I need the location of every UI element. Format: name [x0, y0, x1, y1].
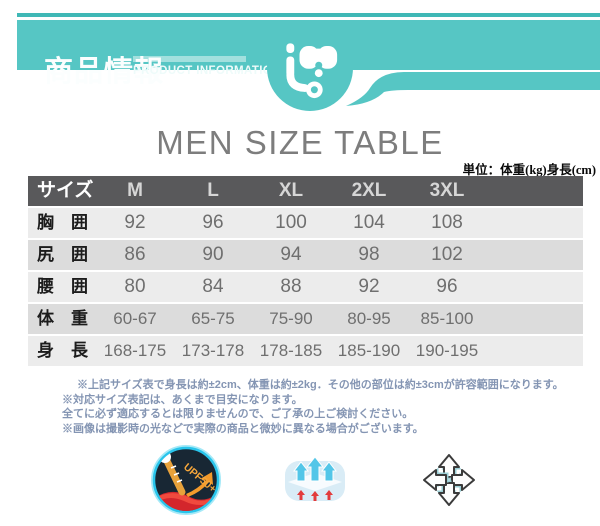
row-label: 腰 囲 [37, 277, 88, 297]
col-header-xl: XL [278, 180, 304, 201]
cell-value: 92 [358, 276, 380, 297]
table-row-chest: 胸 囲 92 96 100 104 108 [28, 208, 583, 238]
cell-value: 80-95 [347, 309, 391, 328]
cell-value: 178-185 [259, 341, 323, 360]
header-subtitle-bar [133, 56, 246, 62]
col-header-l: L [207, 180, 219, 201]
row-label: 体 重 [37, 309, 88, 329]
unit-note: 単位：体重(kg)身長(cm) [462, 163, 596, 177]
upf50-protection-icon: UPF50+ [151, 445, 221, 515]
cell-value: 90 [202, 244, 224, 265]
cell-value: 98 [358, 244, 380, 265]
table-row-height: 身 長 168-175 173-178 178-185 185-190 190-… [28, 336, 583, 366]
row-label: 胸 囲 [37, 213, 88, 233]
cell-value: 108 [431, 212, 463, 233]
header-title: 商品情報 [44, 56, 165, 88]
table-row-hip: 尻 囲 86 90 94 98 102 [28, 240, 583, 270]
table-row-weight: 体 重 60-67 65-75 75-90 80-95 85-100 [28, 304, 583, 334]
header-subtitle: PRODUCT INFORMATION [133, 65, 281, 77]
note-line: ※上記サイズ表で身長は約±2cm、体重は約±2kg．その他の部位は約±3cmが許… [77, 379, 564, 391]
row-label: 身 長 [37, 341, 88, 361]
size-table-header-row: サイズ M L XL 2XL 3XL [28, 176, 583, 206]
note-line: ※対応サイズ表記は、あくまで目安になります。 [62, 393, 303, 406]
header-accent-line [17, 13, 600, 17]
cell-value: 100 [275, 212, 307, 233]
col-header-size: サイズ [37, 180, 94, 201]
cell-value: 102 [431, 244, 463, 265]
cell-value: 80 [124, 276, 146, 297]
cell-value: 86 [124, 244, 146, 265]
cell-value: 75-90 [269, 309, 313, 328]
row-label: 尻 囲 [37, 245, 88, 265]
four-way-stretch-icon [423, 454, 475, 506]
snorkel-mask-icon [286, 43, 338, 99]
cell-value: 96 [202, 212, 224, 233]
cell-value: 190-195 [415, 341, 479, 360]
cell-value: 88 [280, 276, 302, 297]
section-title: MEN SIZE TABLE [156, 124, 444, 161]
cell-value: 104 [353, 212, 385, 233]
size-notes: ※上記サイズ表で身長は約±2cm、体重は約±2kg．その他の部位は約±3cmが許… [62, 378, 592, 436]
cell-value: 84 [202, 276, 224, 297]
cell-value: 173-178 [181, 341, 245, 360]
col-header-m: M [127, 180, 143, 201]
note-line: ※画像は撮影時の光などで実際の商品と微妙に異なる場合がございます。 [62, 422, 424, 435]
table-row-waist: 腰 囲 80 84 88 92 96 [28, 272, 583, 302]
cell-value: 168-175 [103, 341, 167, 360]
note-line: 全てに必ず適応するとは限りませんので、ご了承の上ご検討ください。 [62, 408, 414, 420]
cell-value: 94 [280, 244, 302, 265]
header-ribbon-swoosh [346, 72, 600, 106]
cell-value: 185-190 [337, 341, 401, 360]
cell-value: 60-67 [113, 309, 157, 328]
header-icon-circle [267, 25, 353, 111]
cell-value: 85-100 [420, 309, 474, 328]
cell-value: 96 [436, 276, 458, 297]
breathability-icon [285, 456, 345, 501]
cell-value: 65-75 [191, 309, 235, 328]
col-header-2xl: 2XL [351, 180, 387, 201]
size-table: サイズ M L XL 2XL 3XL 胸 囲 92 96 100 104 108… [28, 176, 583, 366]
cell-value: 92 [124, 212, 146, 233]
col-header-3xl: 3XL [429, 180, 465, 201]
